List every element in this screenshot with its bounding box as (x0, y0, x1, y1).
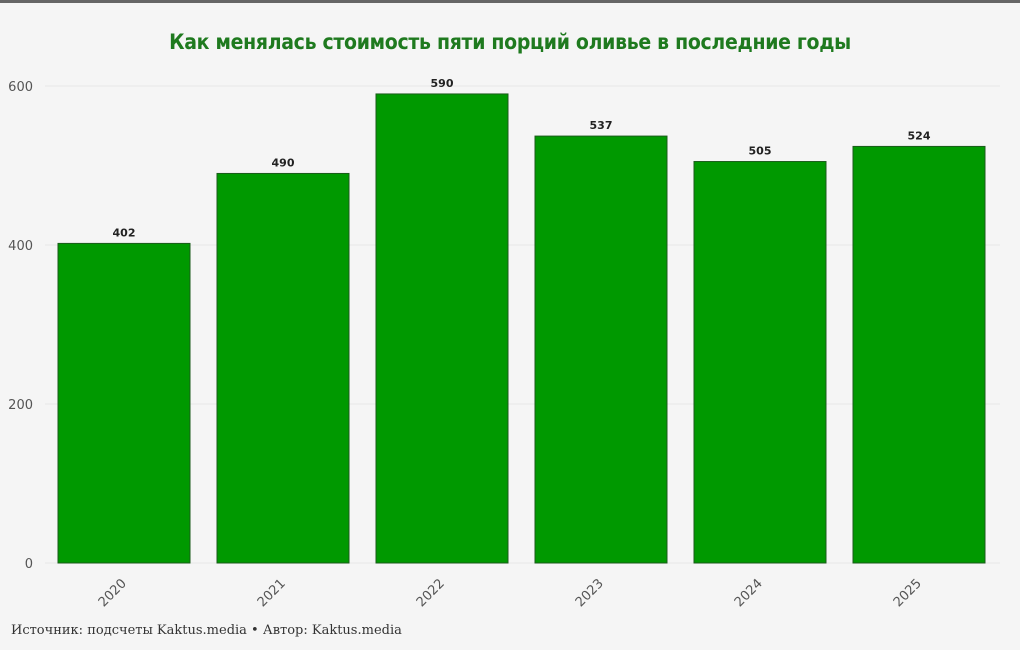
y-tick-label: 200 (8, 398, 33, 413)
data-label: 590 (431, 77, 454, 90)
chart-title: Как менялась стоимость пяти порций оливь… (169, 30, 851, 54)
data-label: 524 (908, 129, 931, 142)
x-tick-label: 2020 (96, 576, 130, 610)
bar-2020 (57, 242, 191, 564)
top-border (0, 0, 1020, 3)
bar-2022 (375, 93, 509, 564)
y-tick-label: 600 (8, 80, 33, 95)
x-tick-label: 2022 (414, 576, 448, 610)
data-label: 505 (749, 145, 772, 158)
x-tick-label: 2025 (891, 576, 925, 610)
x-tick-label: 2023 (573, 576, 607, 610)
bar-2025 (852, 145, 986, 564)
y-tick-label: 400 (8, 239, 33, 254)
source-footer: Источник: подсчеты Kaktus.media • Автор:… (11, 623, 402, 638)
data-label: 402 (113, 226, 136, 239)
x-tick-label: 2021 (255, 576, 289, 610)
x-tick-label: 2024 (732, 576, 766, 610)
bar-2021 (216, 172, 350, 564)
data-label: 490 (272, 156, 295, 169)
bar-2024 (693, 161, 827, 564)
data-label: 537 (590, 119, 613, 132)
bar-2023 (534, 135, 668, 564)
y-tick-label: 0 (25, 557, 33, 572)
